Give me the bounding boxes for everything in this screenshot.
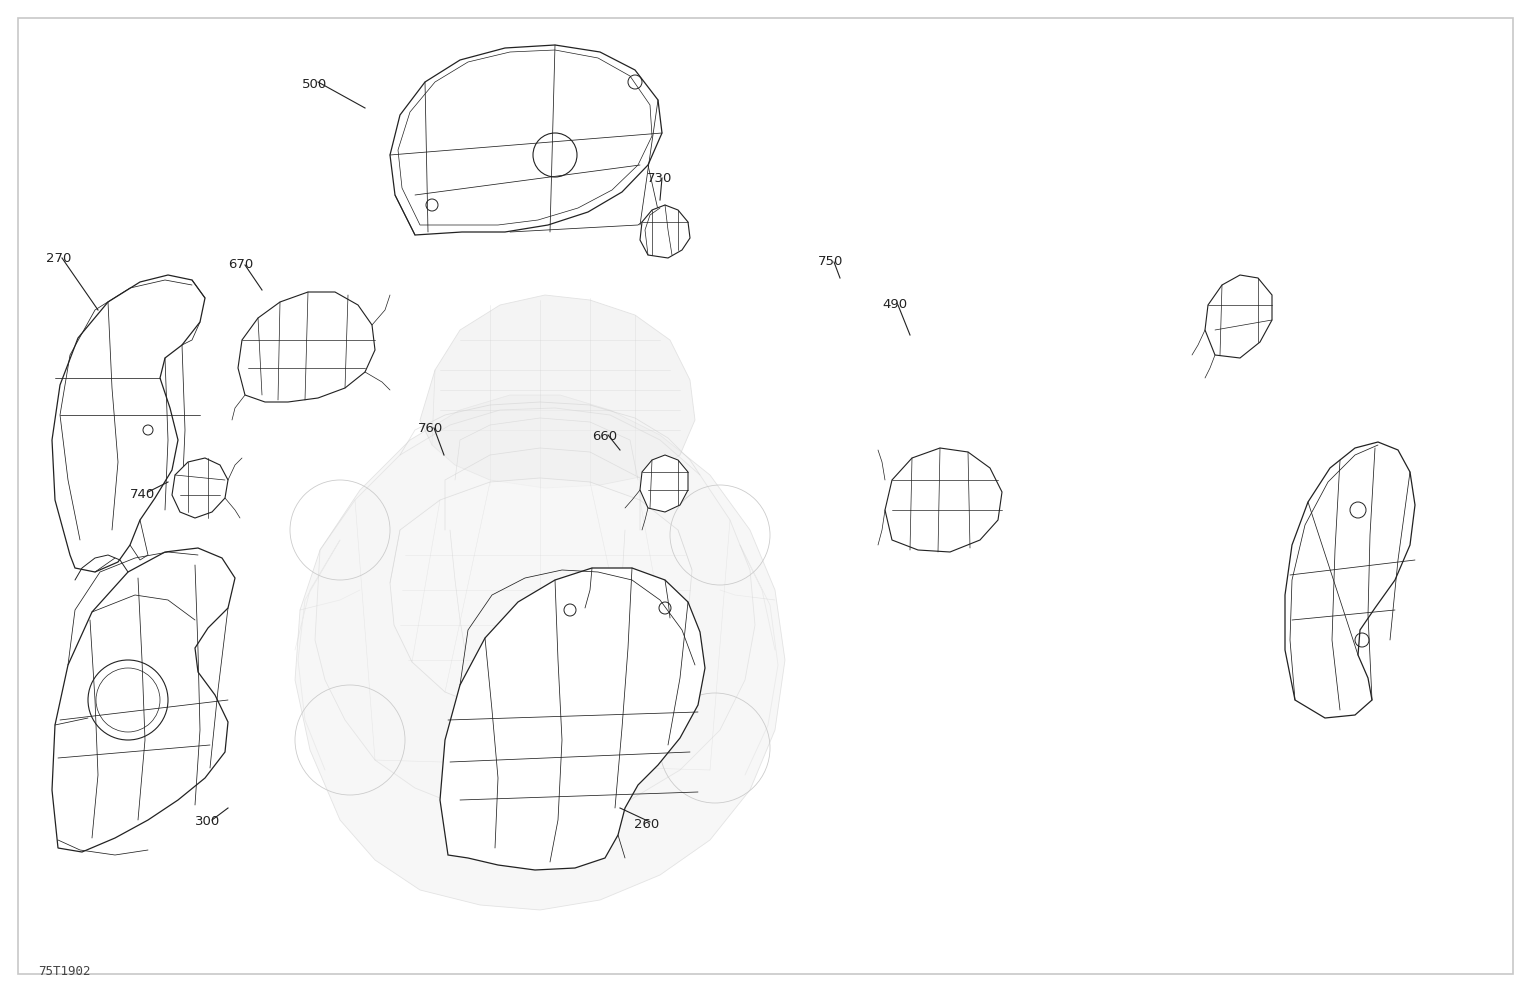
Text: 750: 750 xyxy=(818,255,844,268)
Polygon shape xyxy=(52,548,234,852)
Text: 740: 740 xyxy=(130,488,155,501)
Polygon shape xyxy=(885,448,1001,552)
Polygon shape xyxy=(171,458,228,518)
Text: 730: 730 xyxy=(648,172,672,185)
Polygon shape xyxy=(237,292,375,402)
Text: 300: 300 xyxy=(194,815,220,828)
Text: 75T1902: 75T1902 xyxy=(38,965,90,978)
Text: 500: 500 xyxy=(302,78,328,91)
Text: 660: 660 xyxy=(592,430,617,443)
Polygon shape xyxy=(1285,442,1415,718)
Polygon shape xyxy=(295,395,785,910)
Polygon shape xyxy=(390,45,661,235)
Text: 760: 760 xyxy=(418,422,444,435)
Polygon shape xyxy=(419,295,695,488)
Polygon shape xyxy=(315,408,755,818)
Polygon shape xyxy=(640,455,687,512)
Text: 670: 670 xyxy=(228,258,253,271)
Polygon shape xyxy=(439,568,704,870)
Text: 260: 260 xyxy=(634,818,660,831)
Text: 270: 270 xyxy=(46,252,72,265)
Text: 490: 490 xyxy=(882,298,908,311)
Polygon shape xyxy=(390,478,692,714)
Polygon shape xyxy=(1205,275,1272,358)
Polygon shape xyxy=(52,275,205,572)
Polygon shape xyxy=(640,205,690,258)
